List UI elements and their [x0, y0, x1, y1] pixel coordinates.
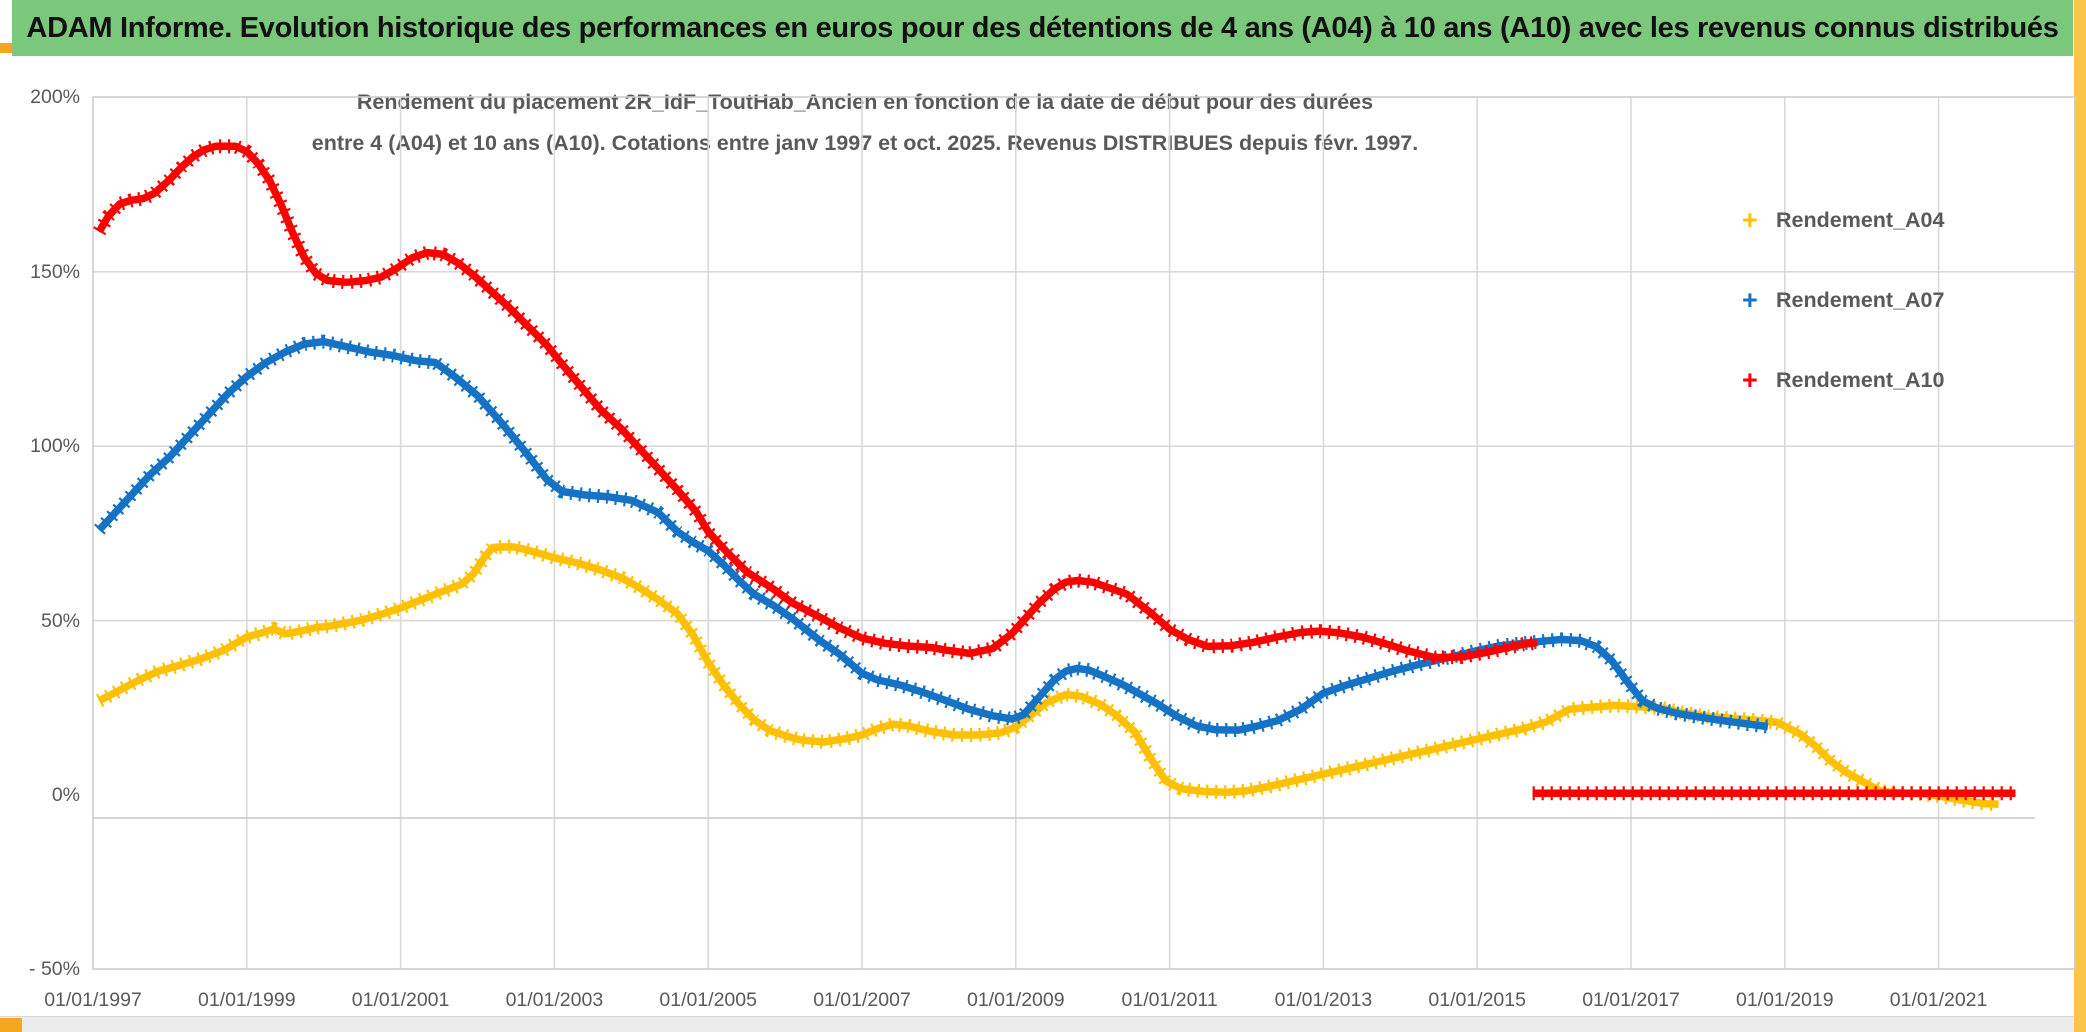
x-tick-label-1999: 01/01/1999 — [197, 989, 296, 1011]
y-tick-label-200: 200% — [30, 86, 80, 109]
x-tick-label-2019: 01/01/2019 — [1735, 989, 1834, 1011]
legend-item-Rendement_A10: + Rendement_A10 — [1742, 360, 2042, 400]
legend-label: Rendement_A10 — [1776, 367, 1945, 392]
series-line-1 — [96, 337, 1769, 734]
x-tick-label-2017: 01/01/2017 — [1582, 989, 1680, 1011]
series-line-0 — [97, 542, 1999, 808]
chart-title-line2: entre 4 (A04) et 10 ans (A10). Cotations… — [311, 131, 1419, 155]
x-tick-label-2001: 01/01/2001 — [351, 989, 450, 1011]
page-title: ADAM Informe. Evolution historique des p… — [26, 11, 2059, 44]
x-tick-label-2011: 01/01/2011 — [1121, 989, 1218, 1011]
legend-plus-marker-icon: + — [1742, 205, 1758, 235]
chart-title-line1: Rendement du placement 2R_IdF_ToutHab_An… — [356, 90, 1374, 114]
legend-item-Rendement_A04: + Rendement_A04 — [1742, 200, 2042, 240]
y-tick-label-50: 50% — [40, 609, 80, 632]
title-banner: ADAM Informe. Evolution historique des p… — [12, 0, 2073, 56]
legend-item-Rendement_A07: + Rendement_A07 — [1742, 280, 2042, 320]
legend: + Rendement_A04 + Rendement_A07 + Rendement_A… — [1742, 200, 2042, 440]
y-tick-label-0: 0% — [51, 784, 80, 806]
y-tick-label--50: - 50% — [29, 958, 80, 981]
legend-plus-marker-icon: + — [1742, 365, 1758, 395]
y-tick-label-150: 150% — [30, 260, 80, 283]
legend-label: Rendement_A07 — [1776, 287, 1945, 312]
x-tick-label-2005: 01/01/2005 — [659, 989, 757, 1011]
chart-title: Rendement du placement 2R_IdF_ToutHab_An… — [250, 82, 1480, 164]
series-line-2 — [95, 142, 1538, 662]
legend-plus-marker-icon: + — [1742, 285, 1758, 315]
x-tick-label-2009: 01/01/2009 — [966, 989, 1065, 1011]
orange-accent-top-left — [0, 43, 12, 53]
series-markers-2 — [93, 139, 1539, 665]
x-tick-label-2021: 01/01/2021 — [1889, 989, 1988, 1011]
gold-edge-strip — [2074, 0, 2086, 1032]
x-tick-label-2013: 01/01/2013 — [1274, 989, 1373, 1011]
plot-border — [92, 96, 2076, 970]
y-tick-label-100: 100% — [30, 435, 80, 458]
series-markers-1 — [94, 334, 1769, 738]
bottom-sheet-strip — [0, 1016, 2074, 1032]
legend-label: Rendement_A04 — [1776, 207, 1945, 232]
x-tick-label-1997: 01/01/1997 — [44, 989, 142, 1011]
x-tick-label-2003: 01/01/2003 — [505, 989, 604, 1011]
x-tick-label-2015: 01/01/2015 — [1428, 989, 1526, 1011]
series-markers-0 — [95, 539, 1999, 812]
orange-accent-bottom-left — [0, 1018, 22, 1032]
x-tick-label-2007: 01/01/2007 — [813, 989, 911, 1011]
